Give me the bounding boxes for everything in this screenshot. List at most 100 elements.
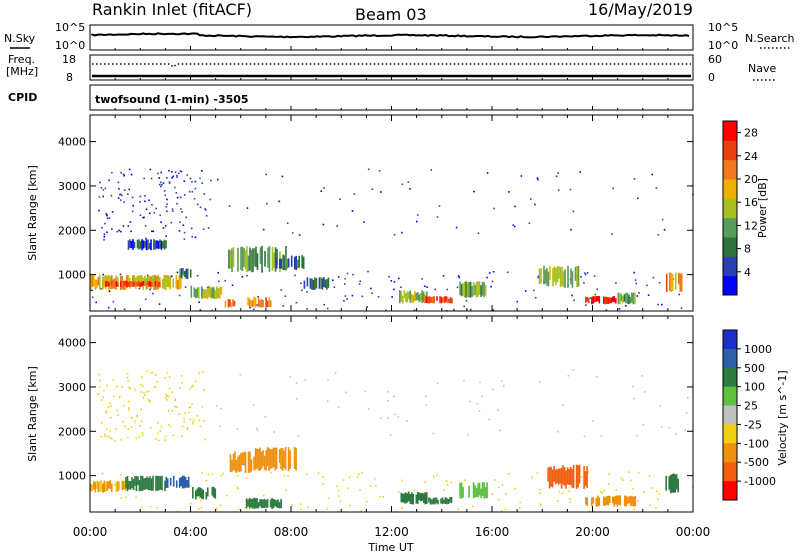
echo-cell [196, 287, 199, 298]
echo-cell [115, 281, 118, 287]
scatter-point [491, 280, 494, 283]
echo-cell [241, 246, 244, 272]
echo-cell [105, 280, 107, 287]
scatter-point [168, 169, 170, 172]
scatter-point [119, 193, 122, 196]
scatter-point [361, 295, 364, 298]
scatter-point [128, 168, 131, 171]
scatter-point [531, 476, 533, 479]
scatter-point [181, 435, 183, 438]
scatter-point [246, 274, 248, 277]
echo-cell [205, 492, 208, 500]
echo-patch [90, 480, 127, 493]
scatter-point [135, 496, 137, 499]
echo-cell [123, 281, 125, 287]
scatter-point [219, 504, 222, 507]
echo-cell [408, 291, 410, 300]
scatter-point [104, 222, 106, 225]
echo-patch [192, 486, 217, 500]
scatter-point [127, 400, 130, 403]
echo-cell [213, 287, 215, 299]
echo-cell [463, 282, 466, 298]
echo-cell [283, 450, 285, 468]
echo-cell [153, 275, 155, 290]
scatter-point [116, 409, 119, 412]
echo-cell [163, 274, 166, 290]
scatter-point [339, 500, 342, 503]
echo-cell [583, 466, 585, 489]
scatter-point [126, 376, 129, 379]
scatter-point [149, 168, 152, 171]
scatter-point [491, 493, 494, 495]
echo-cell [412, 493, 415, 505]
echo-cell [224, 300, 227, 308]
echo-cell [253, 456, 255, 471]
scatter-point [442, 275, 445, 277]
echo-cell [166, 478, 169, 488]
scatter-point [320, 190, 323, 192]
scatter-point [539, 492, 541, 494]
scatter-point [145, 391, 148, 393]
echo-cell [408, 491, 410, 502]
scatter-point [172, 210, 174, 212]
scatter-point [146, 370, 148, 372]
echo-cell [232, 247, 235, 268]
scatter-point [583, 282, 585, 284]
scatter-point [295, 301, 298, 304]
scatter-point [615, 282, 617, 284]
scatter-point [356, 476, 359, 478]
scatter-point [486, 276, 488, 279]
scatter-point [182, 224, 185, 227]
echo-cell [448, 298, 450, 303]
echo-cell [610, 297, 613, 303]
echo-cell [424, 492, 427, 505]
scatter-point [363, 221, 365, 223]
echo-cell [150, 239, 152, 251]
echo-cell [677, 272, 680, 285]
scatter-point [224, 279, 226, 282]
echo-cell [229, 250, 232, 269]
echo-cell [443, 296, 446, 303]
scatter-point [536, 471, 539, 474]
scatter-point [655, 187, 658, 189]
scatter-point [205, 215, 208, 217]
scatter-point [127, 225, 130, 227]
scatter-point [124, 425, 126, 427]
nave-tick-high: 60 [708, 53, 722, 66]
scatter-point [589, 297, 592, 299]
echo-cell [115, 481, 118, 492]
scatter-point [130, 173, 133, 176]
scatter-point [144, 394, 146, 396]
echo-cell [671, 474, 673, 493]
scatter-point [273, 431, 275, 433]
scatter-point [202, 371, 204, 374]
echo-cell [462, 282, 464, 296]
echo-patch [665, 473, 679, 494]
scatter-point [455, 226, 458, 229]
velocity-colorbar-cell [723, 348, 737, 369]
x-tick-label: 16:00 [475, 525, 510, 539]
echo-cell [256, 253, 259, 270]
echo-cell [184, 477, 187, 488]
echo-cell [259, 247, 262, 264]
echo-cell [260, 298, 263, 308]
echo-cell [634, 292, 636, 305]
scatter-point [98, 209, 100, 212]
scatter-point [237, 474, 239, 477]
echo-cell [267, 247, 269, 268]
echo-cell [586, 466, 588, 488]
echo-cell [102, 276, 104, 290]
echo-cell [231, 248, 233, 272]
power-colorbar-cell [723, 217, 737, 238]
echo-cell [248, 497, 251, 509]
echo-patch [105, 280, 161, 287]
power-colorbar-tick-label: 24 [744, 150, 758, 163]
echo-cell [275, 447, 278, 469]
echo-cell [247, 499, 249, 507]
echo-cell [186, 268, 189, 280]
echo-cell [318, 277, 321, 289]
echo-cell [445, 296, 447, 303]
scatter-point [196, 415, 199, 417]
scatter-point [287, 474, 289, 477]
scatter-point [477, 232, 480, 235]
